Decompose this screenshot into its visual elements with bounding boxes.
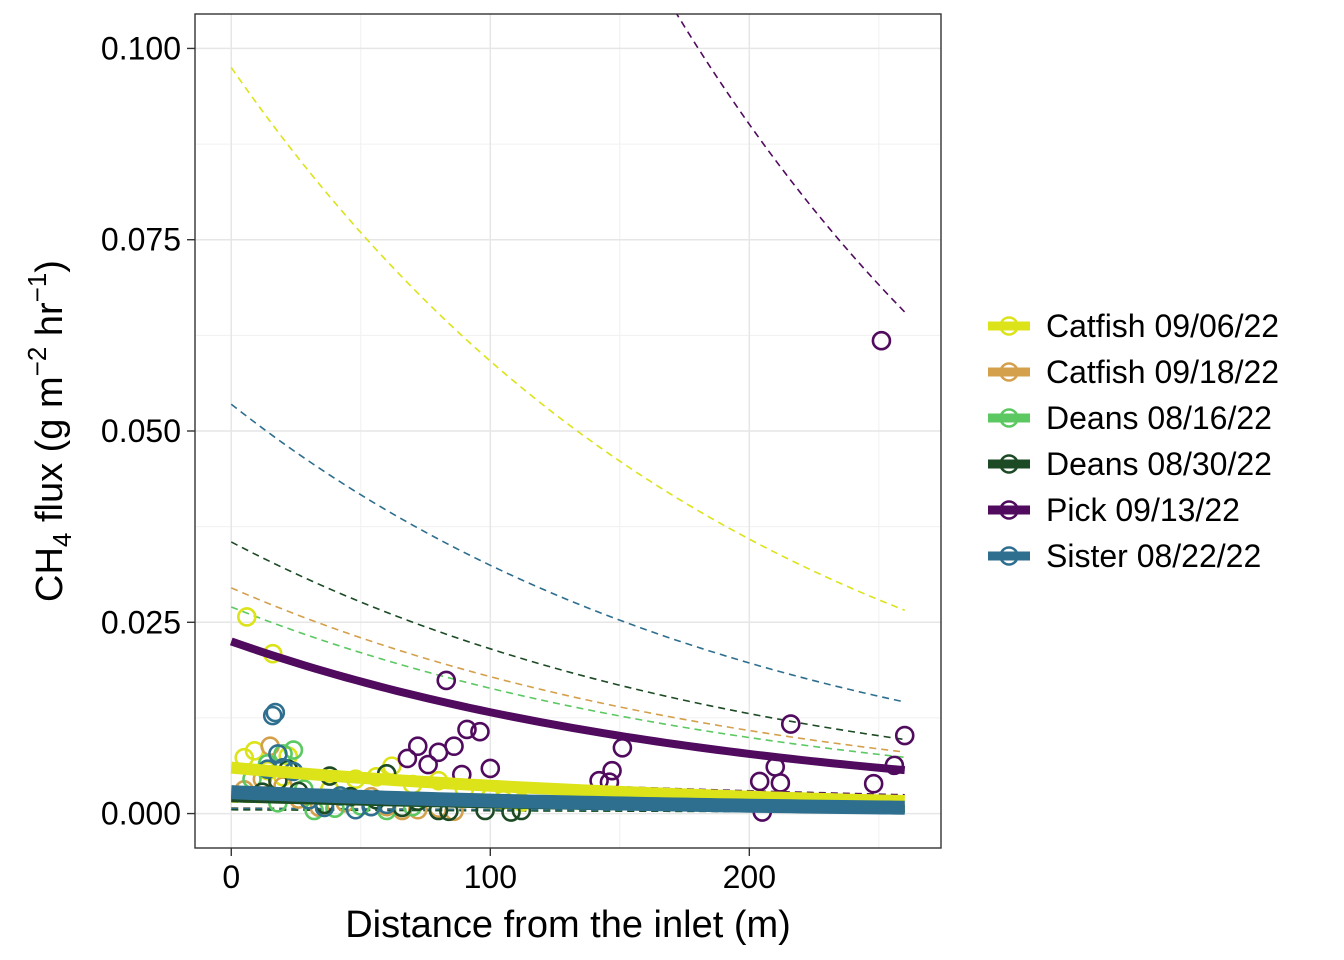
legend-label: Pick 09/13/22 (1046, 492, 1240, 528)
y-tick-label: 0.000 (101, 796, 181, 832)
y-title-sup1: −2 (22, 347, 52, 377)
legend-key-point (999, 454, 1019, 474)
data-point (418, 754, 438, 775)
data-point (894, 725, 915, 746)
legend-label: Catfish 09/18/22 (1046, 354, 1279, 390)
y-tick-label: 0.100 (101, 30, 181, 66)
legend-label: Sister 08/22/22 (1046, 538, 1261, 574)
fit-line (230, 761, 905, 808)
legend-label: Catfish 09/06/22 (1046, 308, 1279, 344)
fit-line (230, 785, 905, 815)
data-point (602, 760, 622, 781)
legend-key-point (999, 316, 1019, 336)
data-point (457, 719, 477, 740)
data-point (436, 670, 457, 691)
data-point (237, 607, 257, 627)
legend-key-point (999, 500, 1019, 520)
data-point (749, 771, 770, 792)
data-point (871, 330, 892, 351)
y-tick-label: 0.075 (101, 222, 181, 258)
y-title-subscript: 4 (47, 533, 77, 547)
ci-upper-line (675, 14, 906, 313)
fit-lines (229, 637, 906, 815)
data-point (780, 714, 801, 734)
y-tick-label: 0.050 (101, 413, 181, 449)
y-axis-title: CH4 flux (g m−2 hr−1) (22, 260, 77, 602)
legend: Catfish 09/06/22 Catfish 09/18/22 Deans 08… (988, 308, 1279, 574)
x-tick-label: 0 (222, 859, 240, 895)
y-title-sup2: −1 (22, 273, 52, 303)
data-point (397, 748, 418, 769)
legend-key-point (999, 408, 1019, 428)
ci-upper-line (230, 67, 906, 612)
legend-key-point (999, 362, 1019, 382)
y-tick-label: 0.025 (101, 604, 181, 640)
fit-line (229, 637, 906, 775)
legend-key-point (999, 546, 1019, 566)
y-axis: 0.000 0.025 0.050 0.075 0.100 (101, 30, 195, 832)
y-title-hr: hr (29, 302, 71, 347)
data-point (407, 736, 428, 757)
x-tick-label: 100 (464, 859, 517, 895)
legend-label: Deans 08/16/22 (1046, 400, 1272, 436)
x-axis-title: Distance from the inlet (m) (345, 904, 791, 946)
ci-upper-line (230, 587, 905, 753)
ci-upper-line (230, 403, 905, 703)
x-tick-label: 200 (723, 859, 776, 895)
y-title-suffix: ) (29, 260, 71, 273)
data-point (470, 721, 490, 742)
ci-upper-line (230, 541, 905, 741)
x-axis: 0 100 200 (222, 848, 776, 895)
y-title-flux: flux (g m (29, 376, 71, 532)
ci-upper-line (230, 606, 905, 759)
data-point (262, 705, 283, 726)
data-point (265, 702, 286, 723)
legend-label: Deans 08/30/22 (1046, 446, 1272, 482)
data-point (770, 773, 791, 793)
y-title-prefix: CH (29, 547, 71, 602)
data-point (480, 758, 501, 779)
data-point (863, 773, 884, 794)
data-point (444, 736, 464, 757)
